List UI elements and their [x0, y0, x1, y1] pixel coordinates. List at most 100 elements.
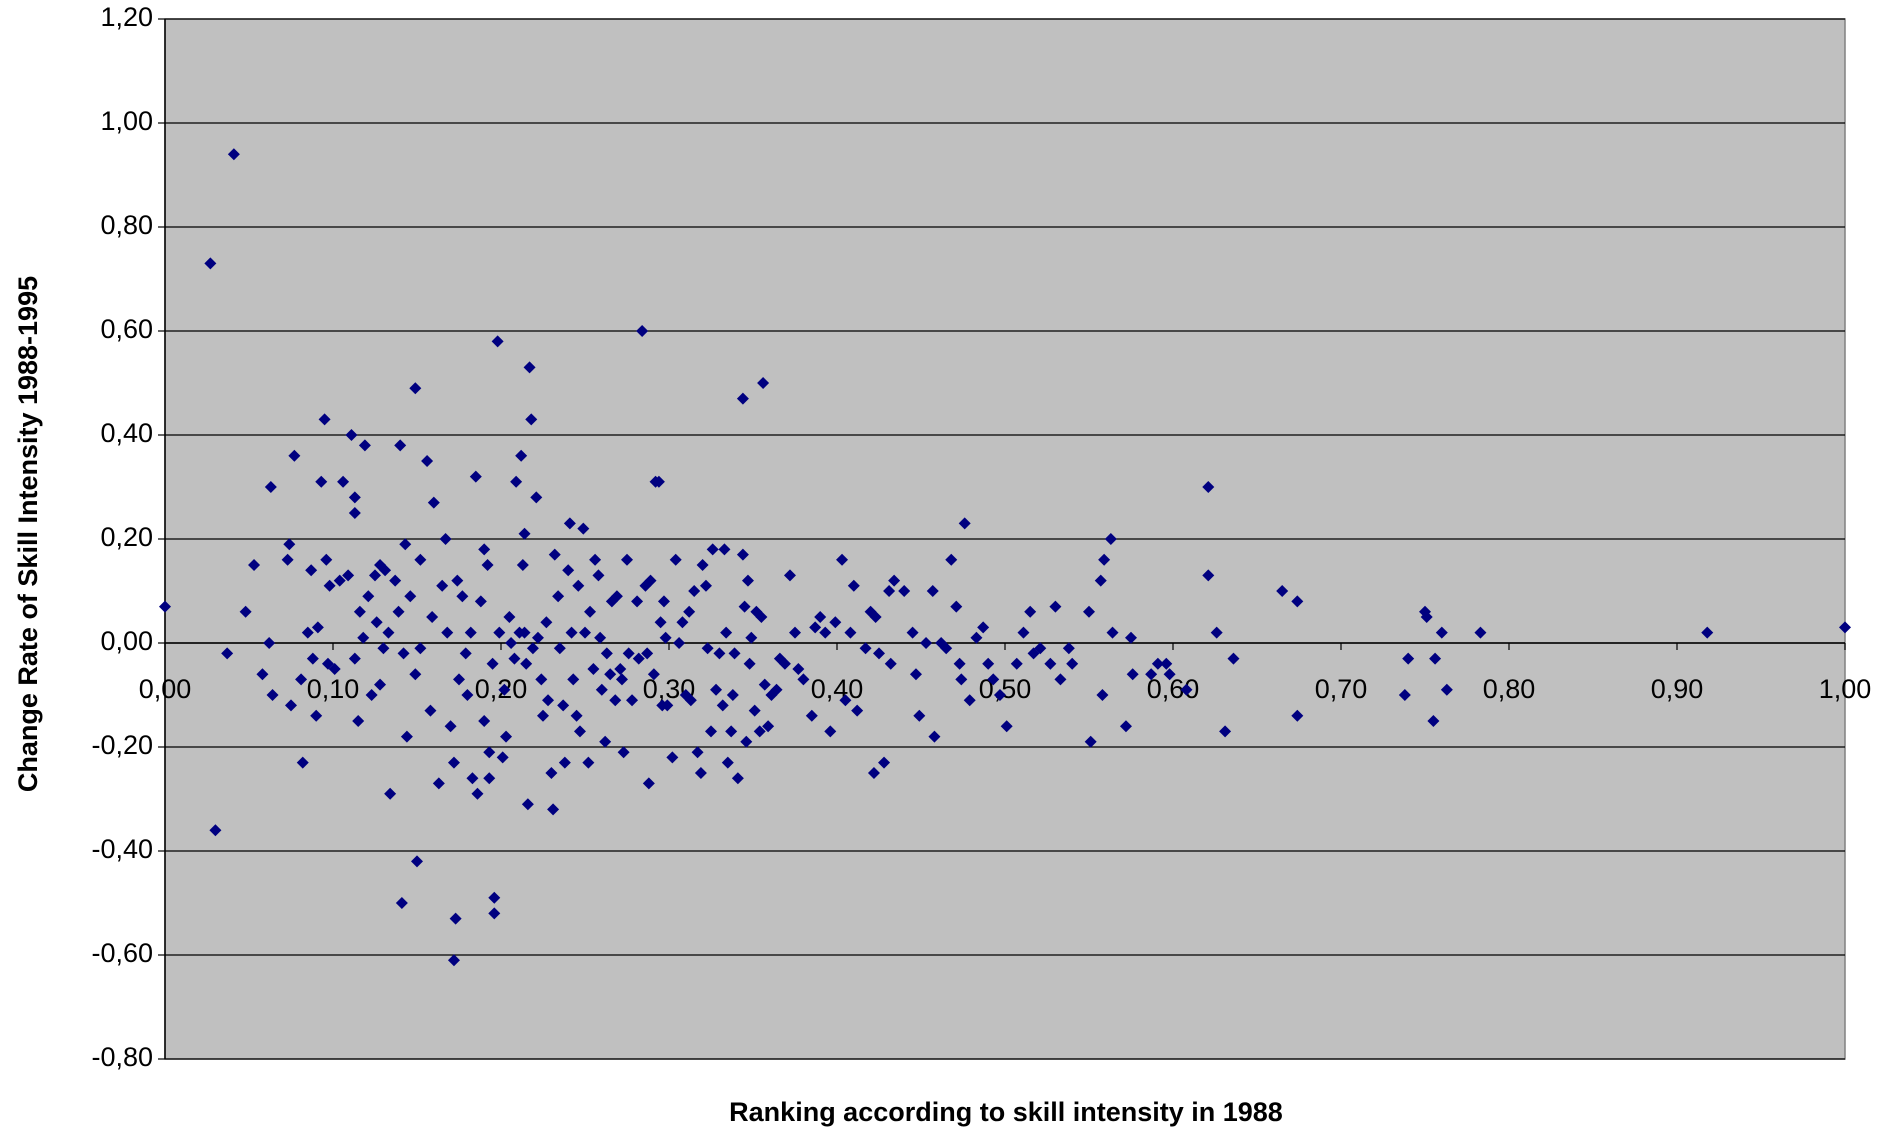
point: [587, 663, 600, 675]
point: [333, 574, 346, 587]
point: [399, 538, 412, 551]
point: [909, 668, 922, 681]
point: [920, 637, 933, 649]
point: [676, 616, 689, 629]
point: [348, 507, 361, 519]
point: [987, 673, 1000, 686]
point: [453, 673, 465, 686]
y-tick-label: 1,20: [100, 2, 153, 32]
point: [844, 626, 857, 639]
point: [1440, 683, 1453, 696]
point: [573, 725, 586, 738]
point: [805, 709, 818, 722]
point: [753, 725, 766, 738]
point: [500, 730, 513, 743]
point: [718, 543, 731, 556]
y-tick-label: 0,60: [100, 314, 153, 344]
point: [632, 652, 645, 665]
point: [285, 699, 297, 712]
point: [204, 257, 217, 270]
point: [530, 491, 543, 504]
point: [357, 631, 370, 644]
point: [352, 715, 365, 727]
point: [789, 626, 801, 639]
point: [673, 637, 686, 649]
point: [526, 642, 539, 655]
point: [459, 647, 472, 660]
point: [600, 647, 613, 660]
point: [741, 574, 754, 587]
point: [337, 475, 350, 488]
y-axis-title: Change Rate of Skill Intensity 1988-1995: [13, 276, 43, 792]
point: [394, 439, 407, 452]
point: [397, 647, 410, 660]
point: [1049, 600, 1062, 613]
point: [797, 673, 810, 686]
point: [1106, 626, 1119, 639]
point: [427, 496, 440, 509]
point: [456, 590, 469, 603]
point: [1163, 668, 1176, 681]
point: [851, 704, 864, 717]
point: [471, 787, 484, 800]
point: [1010, 657, 1023, 670]
point: [505, 637, 518, 649]
point: [1062, 642, 1075, 655]
point: [478, 715, 491, 727]
point: [503, 611, 516, 623]
y-tick-label: -0,60: [91, 938, 153, 968]
point: [577, 522, 590, 535]
point: [384, 787, 397, 800]
y-tick-label: -0,80: [91, 1042, 153, 1072]
point: [642, 777, 655, 790]
point: [537, 709, 549, 722]
point: [977, 621, 990, 634]
point: [488, 891, 501, 904]
point: [748, 704, 761, 717]
point: [404, 590, 417, 603]
point: [342, 569, 355, 582]
point: [869, 611, 882, 623]
point: [829, 616, 842, 629]
point: [461, 689, 474, 701]
point: [508, 652, 521, 665]
x-tick-label: 0,80: [1483, 674, 1536, 704]
point: [701, 642, 714, 655]
point: [518, 527, 531, 540]
point: [720, 626, 733, 639]
point: [762, 720, 775, 733]
point: [1098, 553, 1111, 566]
point: [409, 668, 422, 681]
point: [594, 631, 607, 644]
point: [531, 631, 544, 644]
point: [353, 605, 366, 618]
point: [913, 709, 926, 722]
point: [906, 626, 919, 639]
point: [426, 611, 439, 623]
y-tick-label: 0,40: [100, 418, 153, 448]
point: [311, 621, 324, 634]
point: [1435, 626, 1448, 639]
point: [783, 569, 796, 582]
point: [295, 673, 308, 686]
point: [595, 683, 608, 696]
point: [1145, 668, 1158, 681]
point: [1276, 585, 1289, 597]
point: [1119, 720, 1132, 733]
point: [221, 647, 234, 660]
point: [940, 642, 953, 655]
point: [414, 642, 427, 655]
y-tick-label: 0,80: [100, 210, 153, 240]
point: [496, 751, 509, 764]
point: [523, 361, 536, 374]
point: [1291, 595, 1304, 608]
y-tick-label: 1,00: [100, 106, 153, 136]
point: [604, 668, 617, 681]
point: [955, 673, 968, 686]
point: [432, 777, 445, 790]
point: [636, 325, 649, 337]
point: [1054, 673, 1067, 686]
point: [379, 564, 392, 577]
y-tick-label: 0,20: [100, 522, 153, 552]
point: [488, 907, 501, 920]
